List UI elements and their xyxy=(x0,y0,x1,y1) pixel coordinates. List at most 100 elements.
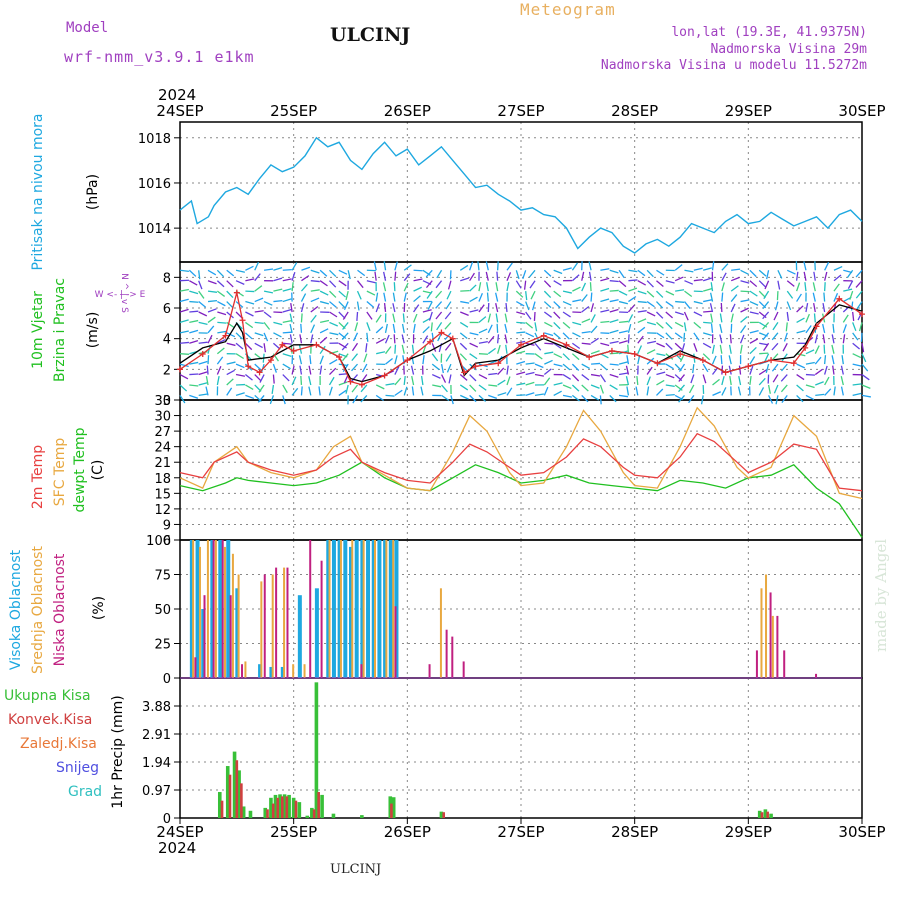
wind-arrow xyxy=(189,361,199,365)
wind-arrow xyxy=(179,330,189,334)
cloud-bar xyxy=(206,540,209,678)
wind-arrow xyxy=(712,366,719,375)
panel-clouds: 0 25 50 75 100 xyxy=(146,534,863,687)
wind-arrow xyxy=(782,342,788,352)
wind-arrow xyxy=(628,269,638,273)
wind-arrow xyxy=(796,374,805,381)
wind-speed-marker xyxy=(518,341,524,348)
wind-arrow xyxy=(516,300,525,307)
cloud-bar xyxy=(374,540,377,678)
wind-arrow xyxy=(189,280,198,286)
wind-arrow xyxy=(534,363,544,369)
wind-arrow xyxy=(319,328,329,334)
wind-arrow xyxy=(656,379,665,386)
wind-arrow xyxy=(282,384,288,394)
wind-speed-marker xyxy=(699,357,706,364)
wind-arrow xyxy=(656,321,664,329)
wind-arrow xyxy=(254,297,264,303)
wind-arrow xyxy=(217,321,227,324)
wind-arrow xyxy=(427,301,433,310)
wind-arrow xyxy=(179,288,189,292)
wind-arrow xyxy=(609,299,619,303)
precip-bar xyxy=(391,797,396,818)
wind-arrow xyxy=(618,340,628,344)
wind-arrow xyxy=(533,311,536,322)
wind-arrow xyxy=(385,394,395,397)
cloud-bar xyxy=(226,540,231,678)
wind-arrow xyxy=(393,334,396,344)
wind-arrow xyxy=(516,350,526,355)
wind-arrow xyxy=(646,311,656,317)
wind-arrow xyxy=(728,344,732,354)
wind-arrow xyxy=(310,324,316,334)
pressure-unit: (hPa) xyxy=(85,174,101,210)
wind-arrow xyxy=(730,285,739,292)
wind-arrow xyxy=(740,269,749,275)
wind-arrow xyxy=(329,311,338,318)
wind-arrow xyxy=(684,280,694,285)
wind-arrow xyxy=(738,376,742,386)
wind-arrow xyxy=(618,280,627,288)
wind-arrow xyxy=(693,332,700,341)
wind-arrow xyxy=(506,376,511,386)
wind-arrow xyxy=(352,332,359,342)
wind-arrow xyxy=(847,280,854,289)
wind-arrow xyxy=(858,322,863,332)
wind-arrow xyxy=(376,351,386,355)
wind-arrow xyxy=(244,374,253,381)
wind-arrow xyxy=(627,323,632,334)
wind-arrow xyxy=(729,375,732,386)
y-tick-label: 6 xyxy=(163,302,171,317)
wind-arrow xyxy=(534,322,538,332)
wind-arrow xyxy=(562,321,571,329)
cloud-bar xyxy=(451,636,454,678)
wind-arrow xyxy=(319,345,326,355)
wind-arrow xyxy=(217,330,227,334)
cloud-bar xyxy=(269,666,274,678)
cloud-bar xyxy=(783,650,786,678)
y-tick-label: 0 xyxy=(163,672,171,687)
wind-arrow xyxy=(833,283,840,292)
wind-arrow xyxy=(609,289,619,292)
wind-arrow xyxy=(459,342,468,350)
wind-arrow xyxy=(655,301,664,309)
cloud-bar xyxy=(314,588,319,678)
wind-arrow xyxy=(422,355,425,365)
wind-arrow xyxy=(401,334,405,344)
wind-arrow xyxy=(366,280,376,284)
wind-arrow xyxy=(342,363,349,373)
wind-arrow xyxy=(758,377,766,386)
wind-arrow xyxy=(469,374,477,382)
wind-arrow xyxy=(245,278,255,282)
wind-arrow xyxy=(226,280,234,288)
cloud-bar xyxy=(212,540,215,678)
wind-arrow xyxy=(291,282,294,292)
wind-arrow xyxy=(351,363,358,372)
wind-arrow xyxy=(298,355,303,365)
wind-arrow xyxy=(497,392,507,397)
wind-arrow xyxy=(441,384,448,393)
wind-arrow xyxy=(702,332,713,336)
cloud-series-1 xyxy=(192,540,774,678)
wind-arrow xyxy=(665,321,673,330)
wind-arrow xyxy=(693,343,698,352)
wind-arrow xyxy=(198,360,208,365)
year-label-bottom: 2024 xyxy=(158,839,196,857)
wind-arrow xyxy=(812,282,816,292)
wind-speed-marker xyxy=(768,357,775,364)
wind-arrow xyxy=(525,362,535,365)
wind-arrow xyxy=(403,375,406,386)
wind-arrow xyxy=(425,280,433,289)
wind-arrow xyxy=(785,322,788,332)
wind-arrow xyxy=(674,342,683,350)
wind-arrow xyxy=(495,282,499,292)
cloud-bar xyxy=(292,664,295,678)
wind-arrow xyxy=(273,321,283,326)
wind-arrow xyxy=(823,344,826,354)
cloud-bar xyxy=(354,540,359,678)
wind-arrow xyxy=(431,332,435,342)
x-tick-label-top: 26SEP xyxy=(384,102,431,120)
wind-arrow xyxy=(589,282,592,292)
wind-arrow xyxy=(497,379,506,386)
